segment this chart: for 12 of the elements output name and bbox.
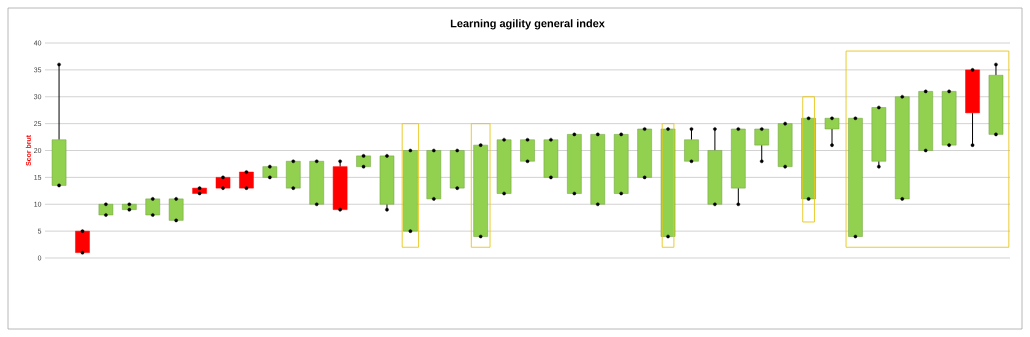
point xyxy=(994,62,998,67)
point xyxy=(759,159,764,164)
point xyxy=(877,164,881,169)
point xyxy=(338,159,342,164)
point xyxy=(736,202,741,207)
point xyxy=(713,127,717,131)
point xyxy=(970,143,975,147)
point xyxy=(689,127,694,131)
point xyxy=(57,62,61,67)
chart-title: Learning agility general index xyxy=(450,19,605,30)
point xyxy=(385,207,389,212)
point xyxy=(830,143,834,147)
